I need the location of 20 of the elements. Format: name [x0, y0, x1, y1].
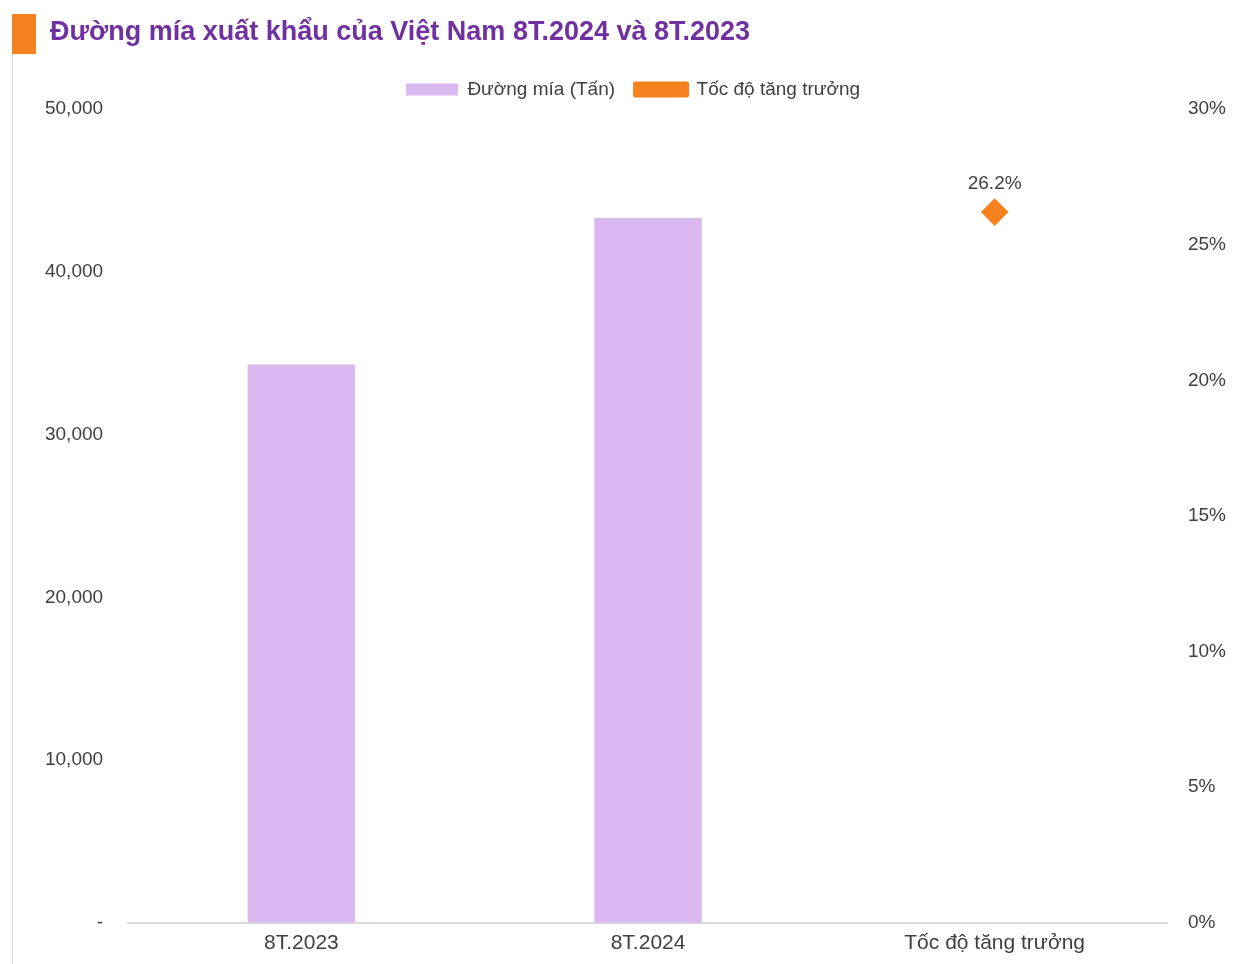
y2-tick-label: 5% [1187, 775, 1216, 797]
x-tick-label: Tốc độ tăng trưởng [904, 930, 1086, 954]
legend-label: Đường mía (Tấn) [467, 77, 616, 99]
y2-tick-label: 20% [1187, 368, 1227, 390]
y2-tick-label: 10% [1187, 639, 1227, 661]
x-tick-label: 8T.2024 [610, 930, 686, 954]
y-tick-label: 20,000 [44, 585, 104, 607]
y-tick-label: - [96, 911, 104, 933]
y-tick-label: 50,000 [44, 97, 104, 119]
y2-tick-label: 30% [1187, 97, 1227, 119]
y-tick-label: 40,000 [44, 259, 104, 281]
x-tick-label: 8T.2023 [264, 930, 339, 954]
y2-tick-label: 15% [1187, 504, 1227, 526]
y2-tick-label: 25% [1187, 232, 1227, 254]
y-tick-label: 30,000 [44, 422, 104, 444]
legend-label: Tốc độ tăng trưởng [696, 77, 861, 99]
y2-tick-label: 0% [1187, 911, 1216, 933]
y-tick-label: 10,000 [44, 748, 104, 770]
data-label: 26.2% [967, 172, 1022, 194]
chart-title: Đường mía xuất khẩu của Việt Nam 8T.2024 và 8T.2023 [50, 16, 751, 47]
